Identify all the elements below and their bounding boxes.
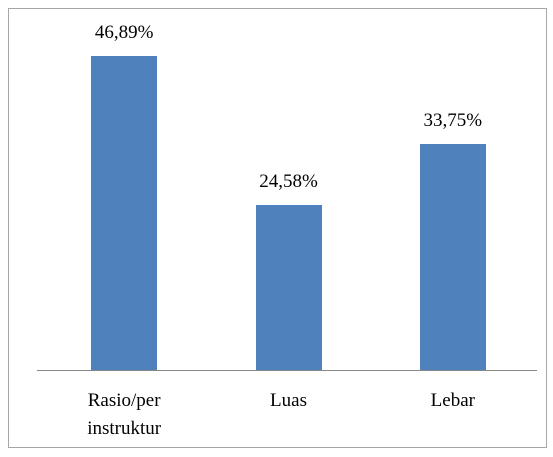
bar bbox=[419, 143, 486, 370]
value-label: 33,75% bbox=[423, 109, 483, 131]
value-label: 24,58% bbox=[259, 171, 318, 193]
x-tick-label: Luas bbox=[270, 390, 307, 411]
value-label: 46,89% bbox=[94, 22, 154, 43]
x-tick-label: Lebar bbox=[430, 390, 475, 411]
bar bbox=[255, 205, 322, 370]
x-axis-line bbox=[37, 370, 537, 371]
bar bbox=[91, 56, 158, 370]
chart-frame bbox=[8, 8, 547, 448]
x-tick-label: Rasio/per instruktur bbox=[87, 390, 162, 439]
